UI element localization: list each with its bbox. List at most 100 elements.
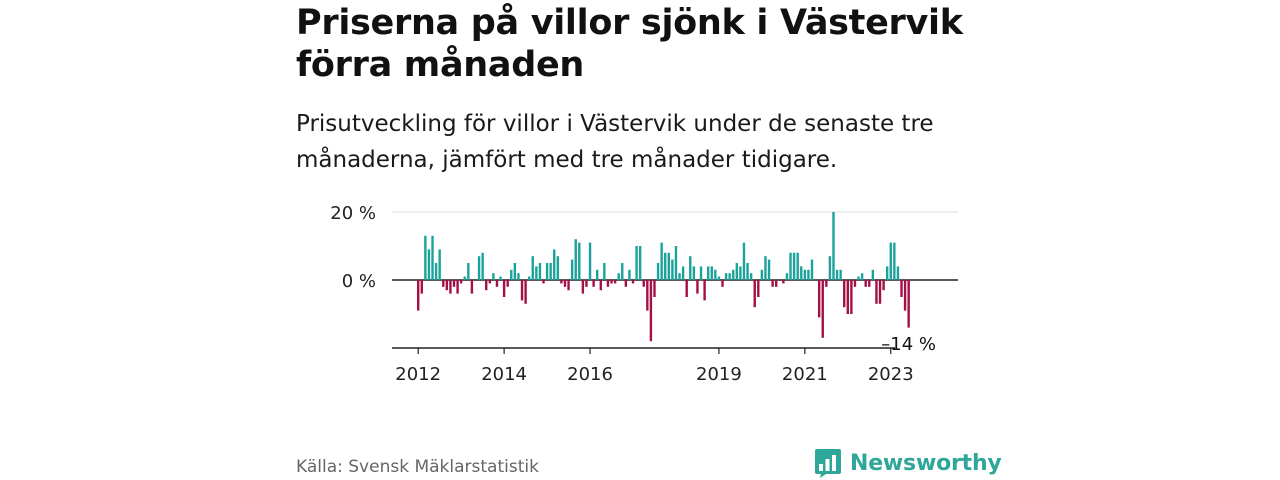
- bar: [832, 212, 835, 280]
- bar: [417, 280, 420, 311]
- bar: [810, 259, 814, 280]
- bar: [671, 259, 674, 280]
- bar: [843, 280, 846, 308]
- bar: [692, 266, 696, 280]
- bar: [445, 280, 449, 291]
- bar: [563, 280, 567, 287]
- bar: [420, 280, 423, 294]
- bar: [871, 269, 875, 280]
- bar: [714, 269, 717, 280]
- bar: [642, 280, 645, 287]
- bar: [746, 263, 749, 280]
- bar: [785, 273, 789, 280]
- bar: [449, 280, 452, 294]
- bar: [452, 280, 456, 287]
- bar: [907, 280, 910, 328]
- bar: [868, 280, 871, 287]
- bar: [664, 252, 667, 280]
- bar: [517, 273, 520, 280]
- bar: [431, 235, 434, 280]
- bar: [527, 276, 531, 280]
- bar: [442, 280, 445, 287]
- bar: [775, 280, 778, 287]
- bar: [578, 242, 581, 280]
- y-tick-label: 20 %: [330, 203, 376, 224]
- bar: [807, 269, 810, 280]
- bar: [592, 280, 595, 287]
- bar: [846, 280, 849, 314]
- bar: [438, 249, 441, 280]
- bar: [742, 242, 746, 280]
- bar: [649, 280, 653, 342]
- last-value-label: –14 %: [881, 334, 936, 355]
- bar: [570, 259, 574, 280]
- bar: [796, 252, 799, 280]
- bar: [757, 280, 760, 297]
- bar: [878, 280, 882, 304]
- bar: [825, 280, 828, 287]
- bar: [817, 280, 821, 318]
- bar: [427, 249, 431, 280]
- bar: [800, 266, 803, 280]
- bar: [753, 280, 756, 308]
- bar: [510, 269, 513, 280]
- bar: [545, 263, 549, 280]
- y-tick-label: 0 %: [342, 271, 376, 292]
- bar: [685, 280, 688, 297]
- bar: [696, 280, 699, 294]
- bar: [767, 259, 771, 280]
- bar: [896, 266, 900, 280]
- x-tick-label: 2016: [567, 364, 613, 385]
- bar: [864, 280, 867, 287]
- bar: [631, 280, 635, 284]
- chart-title: Priserna på villor sjönk i Västervik för…: [296, 3, 963, 85]
- bar: [481, 252, 484, 280]
- bar: [513, 263, 517, 280]
- bar: [603, 263, 606, 280]
- bar: [538, 263, 542, 280]
- bar: [853, 280, 857, 287]
- bar: [531, 256, 534, 280]
- bar: [463, 276, 466, 280]
- bar: [857, 276, 860, 280]
- bar: [424, 235, 427, 280]
- bar: [506, 280, 509, 287]
- bar: [860, 273, 864, 280]
- bar: [724, 273, 728, 280]
- bar: [674, 246, 678, 280]
- chart-subtitle: Prisutveckling för villor i Västervik un…: [296, 111, 934, 173]
- bar: [610, 280, 613, 284]
- bar: [520, 280, 524, 301]
- bar: [606, 280, 610, 287]
- bar: [903, 280, 907, 311]
- bar: [660, 242, 663, 280]
- bar: [689, 256, 692, 280]
- bar: [721, 280, 724, 287]
- bar: [882, 280, 885, 291]
- y-axis-labels: 20 % 0 %: [330, 203, 376, 292]
- bar: [681, 266, 685, 280]
- data-labels: –14 %: [881, 334, 936, 355]
- bar: [771, 280, 774, 287]
- bar: [900, 280, 903, 297]
- bar: [535, 266, 538, 280]
- bar: [467, 263, 470, 280]
- bar: [749, 273, 753, 280]
- bar: [549, 263, 552, 280]
- bar: [885, 266, 889, 280]
- bar: [628, 269, 631, 280]
- bar: [893, 242, 896, 280]
- bar: [735, 263, 739, 280]
- bar: [789, 252, 792, 280]
- bar: [459, 280, 463, 284]
- bar: [656, 263, 660, 280]
- bar: [613, 280, 617, 284]
- bar: [667, 252, 670, 280]
- bar: [850, 280, 853, 314]
- bar: [889, 242, 892, 280]
- bar: [678, 273, 681, 280]
- bar: [646, 280, 649, 311]
- bar: [470, 280, 474, 294]
- bar: [875, 280, 878, 304]
- newsworthy-logo-icon: [815, 449, 841, 478]
